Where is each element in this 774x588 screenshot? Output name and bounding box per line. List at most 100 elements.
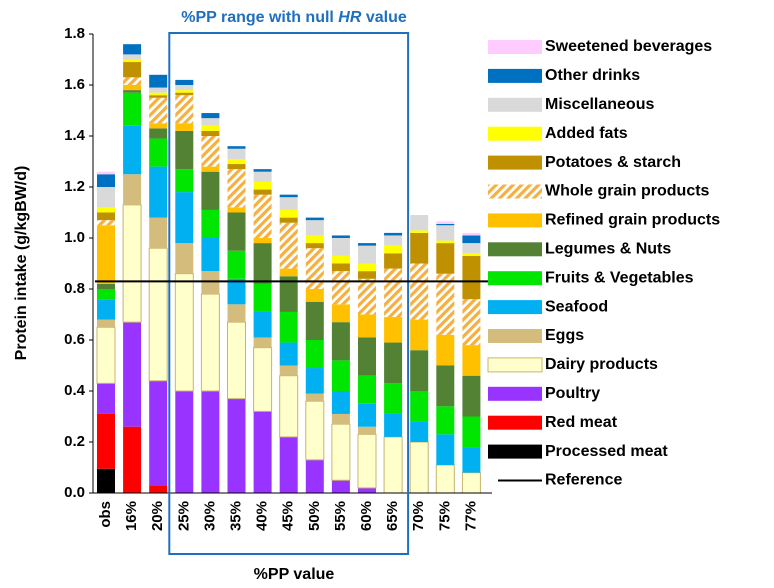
bar-segment [436, 221, 455, 224]
legend-swatch [488, 184, 542, 199]
bar-segment [227, 148, 246, 159]
bar-segment [462, 447, 481, 473]
bar-segment [461, 472, 481, 494]
bar-segment [331, 423, 351, 481]
bar-segment [331, 255, 350, 264]
bar-segment [123, 125, 142, 175]
bar-segment [201, 238, 220, 272]
annotation-part: %PP range with null [181, 9, 338, 26]
bar-segment [149, 217, 168, 249]
bar-segment [410, 230, 429, 233]
bar-segment [123, 54, 142, 60]
bar-segment [462, 253, 481, 256]
bar-segment [436, 225, 455, 241]
legend-swatch [488, 415, 542, 430]
bar-segment [201, 113, 220, 119]
x-tick-label: 65% [384, 501, 401, 531]
bar-segment [97, 212, 115, 221]
bar-segment [462, 235, 481, 244]
legend-label: Potatoes & starch [545, 154, 681, 171]
bar-segment [410, 319, 429, 351]
bar-segment [97, 299, 115, 320]
legend-label: Miscellaneous [545, 96, 654, 113]
bar-segment [331, 360, 350, 391]
bar-segment [227, 212, 246, 251]
bar-segment [96, 326, 116, 384]
legend-label: Sweetened beverages [545, 38, 712, 55]
bar-segment [175, 92, 194, 96]
bar-segment [279, 268, 298, 277]
bar-segment [305, 400, 325, 461]
bar-segment [227, 278, 246, 305]
bar-segment [253, 194, 272, 238]
bar-segment [122, 204, 142, 323]
x-tick-label: 45% [280, 501, 297, 531]
bar-segment [305, 248, 324, 289]
bar-segment [436, 365, 455, 407]
bar-segment [279, 365, 298, 376]
legend-label: Added fats [545, 125, 628, 142]
bar-segment [358, 263, 376, 272]
bar-segment [227, 146, 246, 149]
bar-segment [201, 271, 220, 295]
bar-segment [331, 480, 350, 493]
bar-segment [175, 192, 194, 244]
bar-segment [175, 169, 194, 193]
bar-segment [305, 459, 324, 493]
y-tick-label: 0.0 [64, 484, 85, 501]
bar-segment [436, 406, 455, 435]
legend-swatch [488, 40, 542, 54]
x-tick-label: 35% [227, 501, 244, 531]
bar-segment [358, 278, 376, 315]
bar-segment [331, 263, 350, 272]
bar-segment [331, 413, 350, 425]
y-tick-label: 1.8 [64, 25, 85, 42]
bar-segment [201, 136, 220, 167]
bar-segment [201, 391, 220, 493]
bar-segment [123, 59, 142, 63]
x-tick-label: 20% [149, 501, 166, 531]
bar-segment [175, 123, 194, 131]
legend-swatch [488, 271, 542, 286]
x-tick-label: 55% [332, 501, 349, 531]
bar-segment [279, 436, 298, 493]
bar-segment [123, 44, 142, 55]
bar-segment [462, 243, 481, 254]
bar-segment [97, 289, 115, 300]
bar-segment [97, 319, 115, 328]
bar-segment [358, 245, 376, 264]
legend-label: Legumes & Nuts [545, 241, 671, 258]
bar-segment [358, 403, 376, 427]
x-tick-label: 50% [306, 501, 323, 531]
bar-segment [253, 189, 272, 195]
x-tick-label: 77% [462, 501, 479, 531]
bar-segment [384, 268, 403, 318]
bar-segment [436, 243, 455, 274]
bar-segment [201, 118, 220, 126]
bar-segment [279, 342, 298, 366]
bar-segment [409, 441, 429, 494]
bar-segment [253, 411, 272, 493]
x-tick-label: 40% [254, 501, 271, 531]
legend-label: Fruits & Vegetables [545, 269, 694, 286]
bar-segment [148, 247, 168, 382]
bar-segment [331, 304, 350, 323]
bar-segment [358, 487, 376, 493]
bar-segment [384, 383, 403, 414]
bar-segment [123, 77, 142, 85]
x-tick-label: obs [97, 501, 114, 528]
bar-segment [123, 85, 142, 91]
bar-segment [149, 74, 168, 88]
x-tick-label: 25% [175, 501, 192, 531]
legend-label: Dairy products [545, 356, 658, 373]
bar-segment [253, 181, 272, 190]
x-tick-label: 16% [123, 501, 140, 531]
bar-segment [97, 225, 115, 284]
bar-segment [97, 383, 115, 414]
bar-segment [410, 232, 429, 264]
bar-segment [175, 95, 194, 124]
bar-segment [279, 197, 298, 210]
legend-swatch [488, 126, 542, 141]
bar-segment [358, 243, 376, 246]
